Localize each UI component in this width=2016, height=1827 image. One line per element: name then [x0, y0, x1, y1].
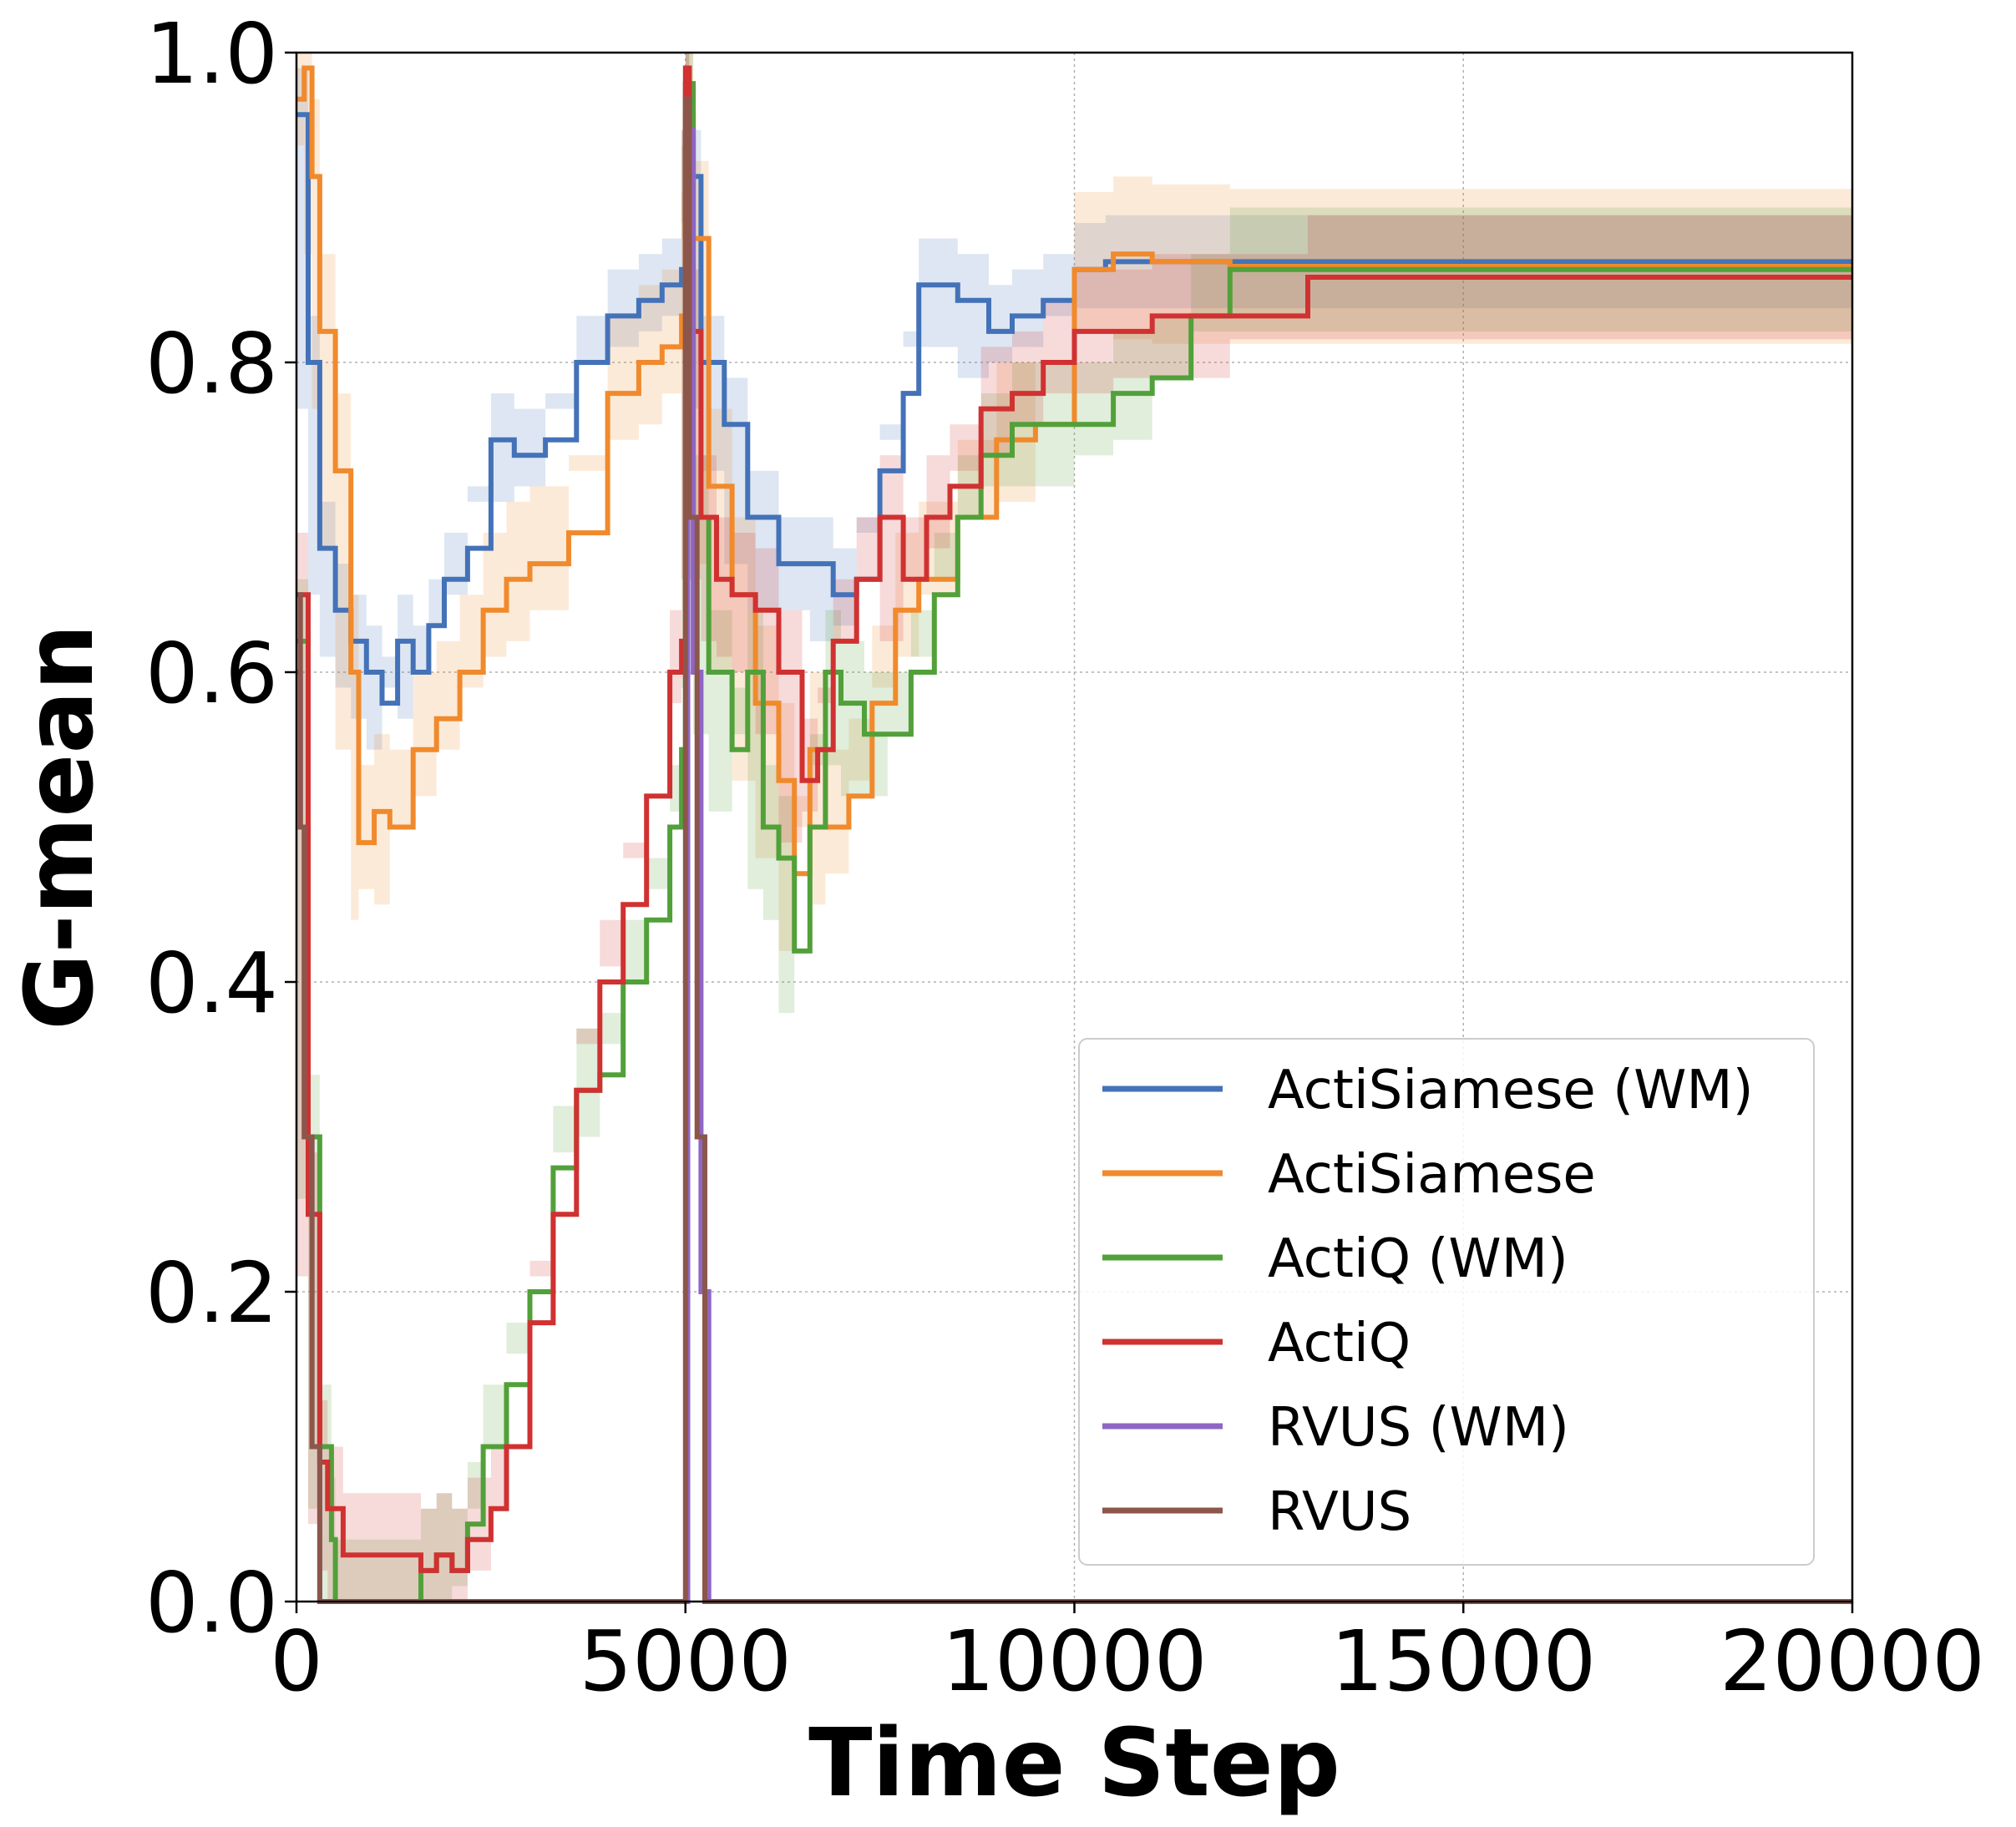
legend: ActiSiamese (WM) ActiSiamese ActiQ (WM) Act…	[1078, 1038, 1815, 1566]
x-tick-label: 5000	[580, 1612, 793, 1710]
y-tick-label: 0.4	[145, 934, 278, 1032]
legend-entry: ActiQ	[1268, 1313, 1411, 1374]
band-series-0	[296, 53, 1852, 750]
y-tick-label: 0.2	[145, 1244, 278, 1342]
x-axis-label: Time Step	[808, 1709, 1340, 1818]
y-axis-label: G-mean	[6, 624, 114, 1030]
legend-entry: ActiSiamese (WM)	[1268, 1060, 1754, 1121]
x-axis-ticks: 0 5000 10000 15000 20000	[270, 1602, 1985, 1710]
y-tick-label: 0.6	[145, 625, 278, 722]
y-axis-ticks: 0.0 0.2 0.4 0.6 0.8 1.0	[145, 5, 296, 1652]
x-tick-label: 15000	[1330, 1612, 1596, 1710]
legend-box	[1078, 1038, 1815, 1566]
legend-entry: ActiSiamese	[1268, 1144, 1596, 1206]
legend-entry: RVUS	[1268, 1481, 1411, 1543]
y-tick-label: 1.0	[145, 5, 278, 103]
y-tick-label: 0.8	[145, 315, 278, 412]
y-tick-label: 0.0	[145, 1554, 278, 1652]
x-tick-label: 0	[270, 1612, 323, 1710]
x-tick-label: 20000	[1720, 1612, 1985, 1710]
legend-entry: RVUS (WM)	[1268, 1397, 1569, 1459]
x-tick-label: 10000	[941, 1612, 1207, 1710]
legend-entry: ActiQ (WM)	[1268, 1228, 1568, 1290]
